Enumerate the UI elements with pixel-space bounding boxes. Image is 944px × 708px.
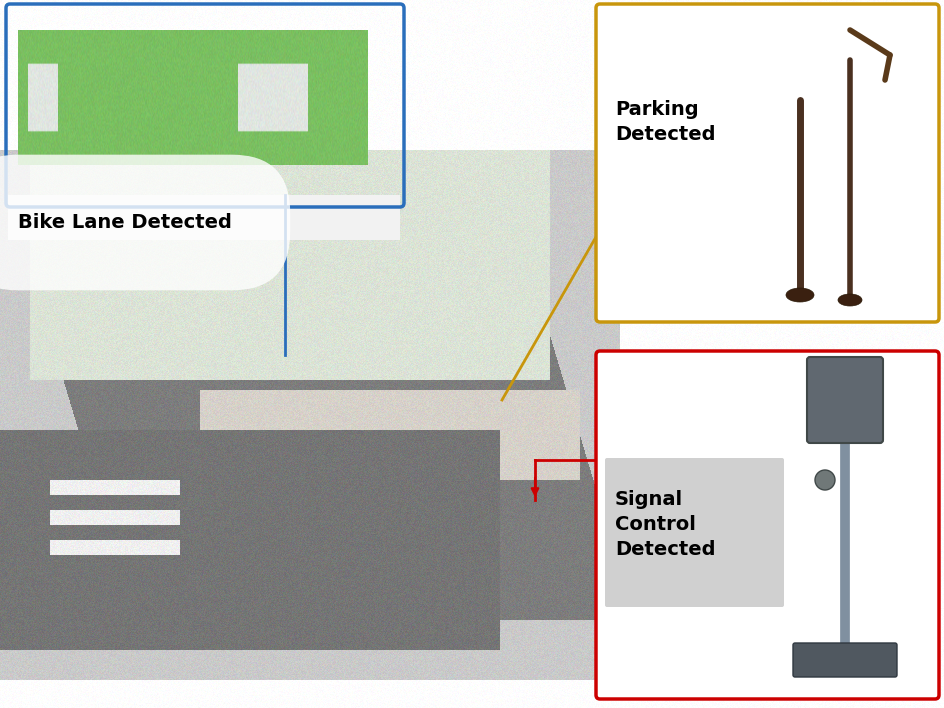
Text: Bike Lane Detected: Bike Lane Detected bbox=[18, 213, 232, 232]
Circle shape bbox=[815, 470, 835, 490]
FancyBboxPatch shape bbox=[596, 4, 939, 322]
Ellipse shape bbox=[838, 294, 862, 306]
Ellipse shape bbox=[786, 288, 814, 302]
Text: Signal
Control
Detected: Signal Control Detected bbox=[615, 490, 716, 559]
FancyBboxPatch shape bbox=[807, 357, 883, 443]
FancyBboxPatch shape bbox=[793, 643, 897, 677]
FancyBboxPatch shape bbox=[596, 351, 939, 699]
FancyBboxPatch shape bbox=[605, 458, 784, 607]
Text: Parking
Detected: Parking Detected bbox=[615, 100, 716, 144]
